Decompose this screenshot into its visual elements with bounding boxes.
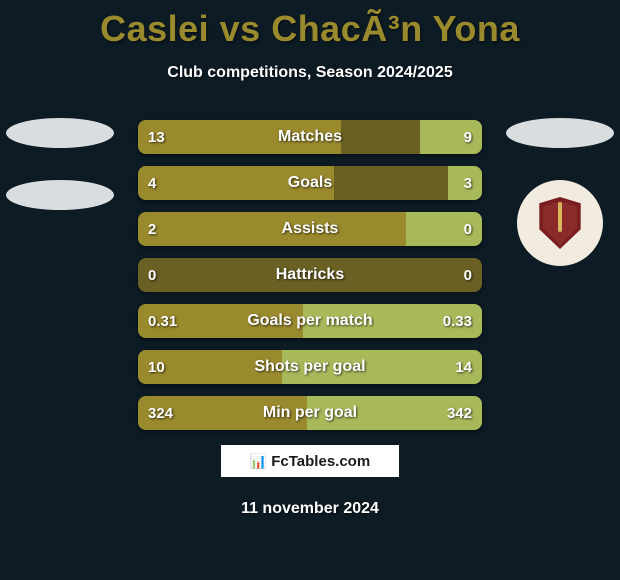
club-crest	[517, 180, 603, 266]
stat-value-left: 4	[138, 166, 166, 200]
stat-value-left: 2	[138, 212, 166, 246]
stat-value-right: 3	[454, 166, 482, 200]
stat-value-right: 342	[437, 396, 482, 430]
right-oval-1	[506, 118, 614, 148]
page-subtitle: Club competitions, Season 2024/2025	[0, 64, 620, 82]
stat-value-right: 9	[454, 120, 482, 154]
stat-value-right: 14	[445, 350, 482, 384]
brand-logo[interactable]: 📊 FcTables.com	[220, 444, 400, 478]
shield-icon	[537, 197, 583, 249]
stat-row: 0.310.33Goals per match	[138, 304, 482, 338]
stat-value-left: 0.31	[138, 304, 187, 338]
page-title: Caslei vs ChacÃ³n Yona	[0, 0, 620, 50]
stat-row: 324342Min per goal	[138, 396, 482, 430]
stat-value-right: 0	[454, 258, 482, 292]
left-player-graphics	[0, 118, 120, 210]
left-oval-2	[6, 180, 114, 210]
stat-row: 43Goals	[138, 166, 482, 200]
brand-text: FcTables.com	[271, 453, 370, 470]
left-oval-1	[6, 118, 114, 148]
stat-bars-container: 139Matches43Goals20Assists00Hattricks0.3…	[138, 120, 482, 430]
stat-value-left: 324	[138, 396, 183, 430]
stat-value-left: 10	[138, 350, 175, 384]
right-player-graphics	[500, 118, 620, 266]
stat-row: 0 0Hattricks	[138, 258, 482, 292]
stat-bar-left	[138, 166, 334, 200]
stat-value-left: 13	[138, 120, 175, 154]
stat-value-right: 0	[454, 212, 482, 246]
page-date: 11 november 2024	[0, 500, 620, 518]
stat-bar-left	[138, 212, 406, 246]
stat-row: 1014Shots per goal	[138, 350, 482, 384]
stat-value-left: 0	[138, 258, 166, 292]
chart-icon: 📊	[250, 453, 267, 470]
stat-row: 139Matches	[138, 120, 482, 154]
stat-label: Hattricks	[138, 258, 482, 292]
stat-value-right: 0.33	[433, 304, 482, 338]
stat-row: 20Assists	[138, 212, 482, 246]
